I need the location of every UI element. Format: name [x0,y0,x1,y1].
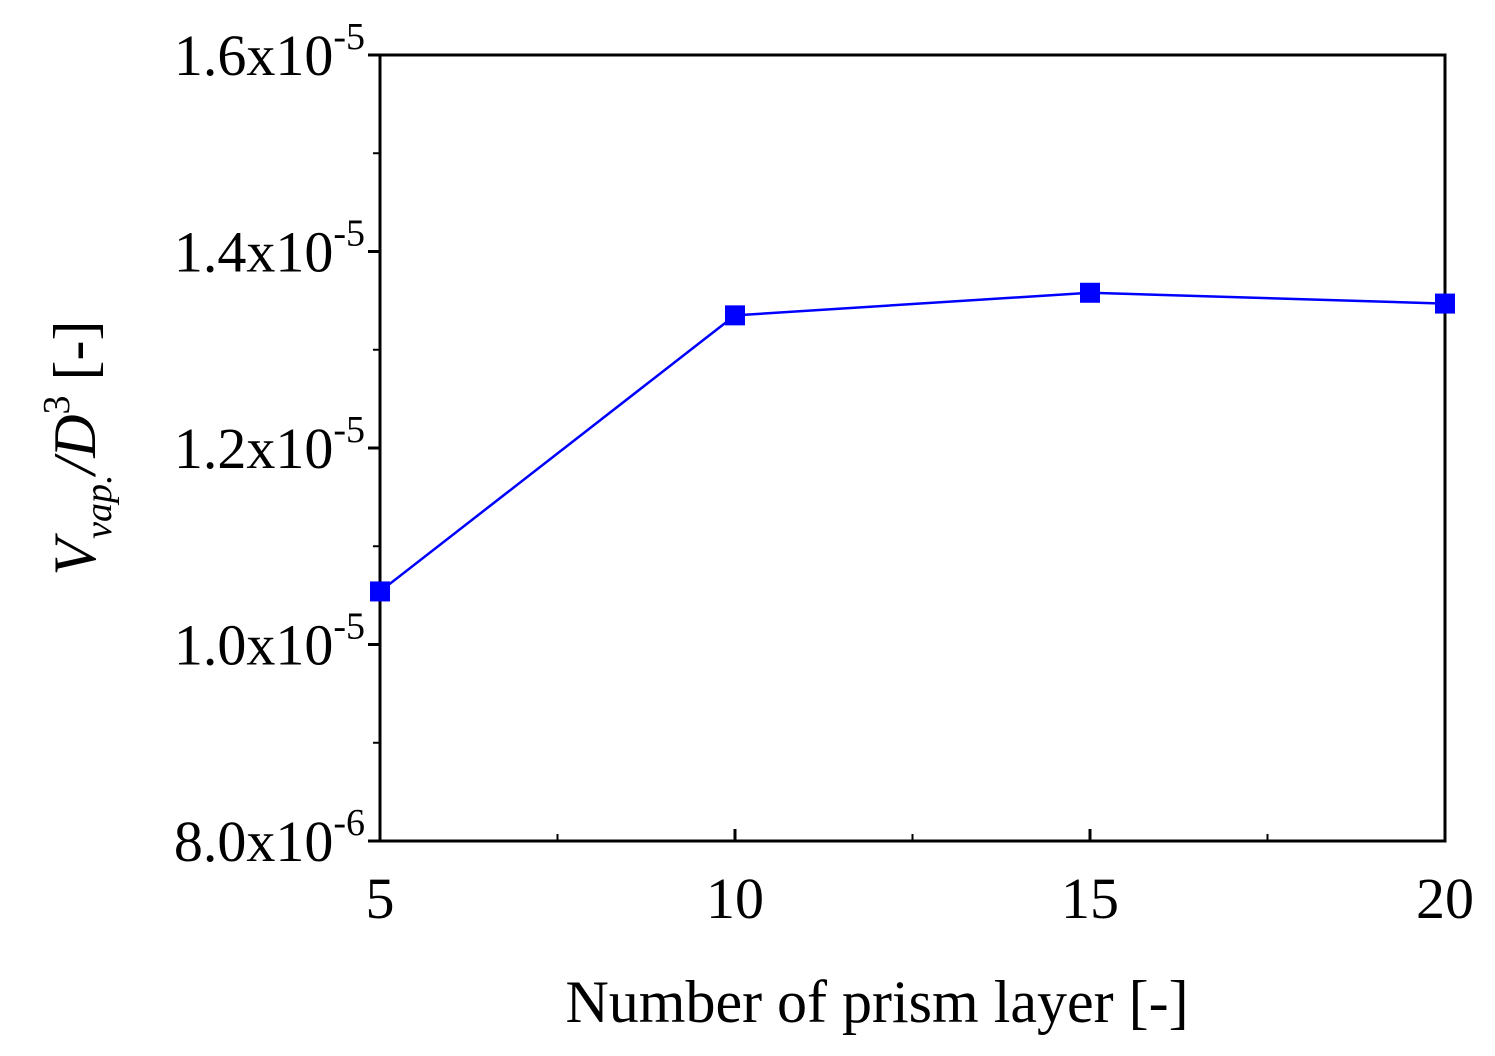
x-tick-label: 5 [366,866,395,931]
data-point-marker [725,305,745,326]
y-axis-label-main: V [42,532,108,575]
plot-frame [378,53,1447,843]
series-line [379,291,1446,593]
y-axis-label-superscript: 3 [36,395,78,414]
y-axis-label-rest: /D [42,414,108,477]
y-tick-exponent: -5 [333,213,365,255]
y-tick-label: 1.4x10-5 [174,213,365,285]
data-point-marker [370,581,390,602]
y-tick-exponent: -6 [333,802,365,844]
x-tick-label: 10 [706,866,764,931]
x-tick-labels: 5 10 15 20 [366,866,1475,931]
y-tick-exponent: -5 [333,16,365,58]
x-tick-label: 15 [1061,866,1119,931]
series-layer [370,282,1455,602]
y-tick-mantissa: 8.0x10 [174,809,334,874]
y-tick-exponent: -5 [333,606,365,648]
y-axis-label-unit: [-] [42,321,108,396]
data-point-marker [1080,282,1100,303]
y-tick-label: 1.0x10-5 [174,606,365,678]
y-tick-label: 1.6x10-5 [174,16,365,88]
y-tick-label: 1.2x10-5 [174,409,365,481]
y-tick-exponent: -5 [333,409,365,451]
y-tick-mantissa: 1.2x10 [174,416,334,481]
minor-ticks [373,152,1269,841]
y-axis-label: Vvap./D3 [-] [36,321,120,576]
y-tick-label: 8.0x10-6 [174,802,365,874]
x-axis-label: Number of prism layer [-] [565,969,1188,1035]
y-tick-mantissa: 1.4x10 [174,220,334,285]
major-ticks [368,53,1447,843]
x-tick-label: 20 [1416,866,1474,931]
y-tick-labels: 8.0x10-61.0x10-51.2x10-51.4x10-51.6x10-5 [174,16,365,874]
y-tick-mantissa: 1.6x10 [174,23,334,88]
data-point-marker [1435,293,1455,314]
y-tick-mantissa: 1.0x10 [174,613,334,678]
y-axis-label-subscript: vap. [78,474,120,538]
